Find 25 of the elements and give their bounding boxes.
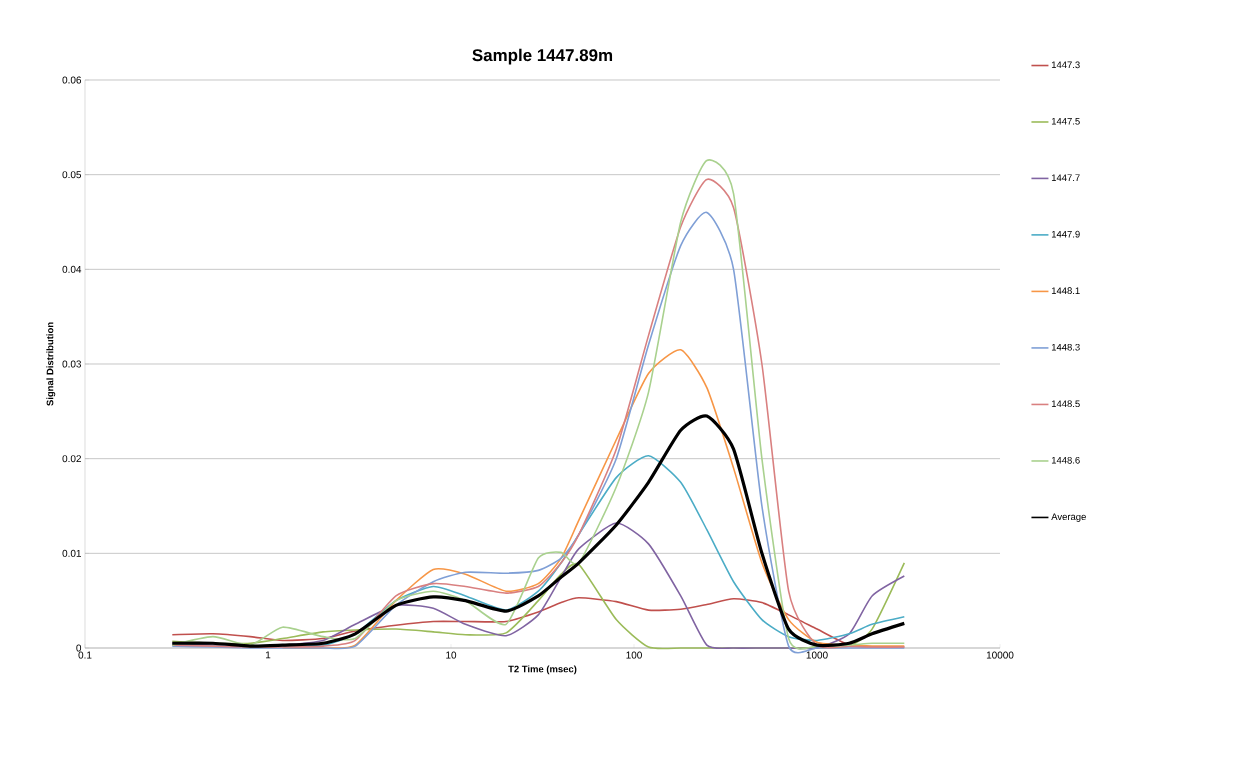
- x-tick-label: 10000: [986, 651, 1014, 659]
- x-tick-label: 0.1: [78, 651, 92, 659]
- y-tick-label: 0.05: [62, 171, 82, 179]
- legend-label: 1447.5: [1051, 117, 1080, 125]
- legend-label: Average: [1051, 513, 1086, 522]
- chart-title: Sample 1447.89m: [472, 48, 613, 65]
- x-tick-label: 10: [446, 651, 457, 659]
- y-tick-label: 0.01: [62, 549, 81, 557]
- legend-label: 1447.7: [1051, 174, 1080, 181]
- legend-label: 1448.6: [1051, 456, 1080, 464]
- y-tick-label: 0.03: [62, 360, 82, 368]
- legend-label: 1447.9: [1051, 230, 1080, 238]
- y-tick-label: 0.04: [62, 265, 82, 273]
- x-axis-title: T2 Time (msec): [508, 665, 577, 675]
- x-tick-label: 1: [265, 651, 271, 659]
- y-tick-label: 0: [76, 644, 82, 652]
- x-tick-label: 100: [626, 651, 642, 659]
- x-tick-label: 1000: [806, 651, 828, 659]
- legend-label: 1448.5: [1051, 400, 1080, 408]
- legend-label: 1447.3: [1051, 61, 1080, 69]
- legend-label: 1448.3: [1051, 343, 1080, 351]
- legend-label: 1448.1: [1051, 287, 1080, 295]
- y-axis-title: Signal Distribution: [46, 322, 56, 406]
- y-tick-label: 0.02: [62, 455, 81, 463]
- y-tick-label: 0.06: [62, 76, 82, 84]
